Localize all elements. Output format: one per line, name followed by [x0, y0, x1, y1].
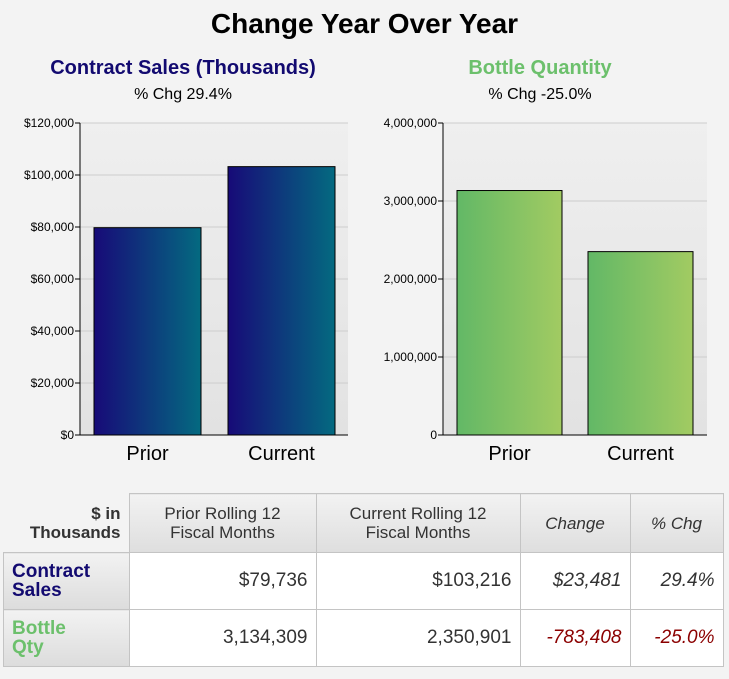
x-tick-label: Current: [607, 443, 674, 465]
bar-prior: [456, 190, 563, 436]
y-tick-label: 1,000,000: [384, 350, 438, 364]
pct-value: -25.0%: [629, 609, 724, 667]
y-tick-label: $20,000: [31, 376, 75, 390]
current-value: $103,216: [315, 552, 521, 610]
y-tick-label: $120,000: [24, 116, 74, 130]
pct-value: 29.4%: [629, 552, 724, 610]
corner-header: $ in Thousands: [3, 493, 130, 553]
x-tick-label: Prior: [126, 443, 169, 465]
table-row: Contract Sales $79,736 $103,216 $23,481 2…: [3, 552, 724, 610]
change-value: -783,408: [519, 609, 631, 667]
bar-prior: [93, 227, 202, 436]
y-tick-label: $80,000: [31, 220, 75, 234]
y-tick-label: 3,000,000: [384, 194, 438, 208]
bottle-chart-title: Bottle Quantity: [468, 57, 612, 79]
change-header: Change: [519, 493, 631, 553]
y-tick-label: 0: [430, 428, 437, 442]
bar-current: [227, 166, 336, 436]
y-tick-label: 2,000,000: [384, 272, 438, 286]
prior-value: $79,736: [128, 552, 317, 610]
row-label: Bottle Qty: [3, 609, 130, 667]
x-tick-label: Current: [248, 443, 315, 465]
page-title: Change Year Over Year: [210, 8, 519, 39]
y-tick-label: $60,000: [31, 272, 75, 286]
table-row: Bottle Qty 3,134,309 2,350,901 -783,408 -…: [3, 609, 724, 667]
x-tick-label: Prior: [488, 443, 531, 465]
row-label: Contract Sales: [3, 552, 130, 610]
y-tick-label: $0: [61, 428, 75, 442]
pct-header: % Chg: [629, 493, 724, 553]
change-value: $23,481: [519, 552, 631, 610]
sales-chart-subtitle: % Chg 29.4%: [134, 86, 232, 103]
summary-table: $ in Thousands Prior Rolling 12 Fiscal Mon…: [3, 493, 724, 667]
y-tick-label: $100,000: [24, 168, 74, 182]
bar-current: [587, 251, 694, 436]
prior-value: 3,134,309: [128, 609, 317, 667]
y-tick-label: 4,000,000: [384, 116, 438, 130]
y-tick-label: $40,000: [31, 324, 75, 338]
bottle-chart-subtitle: % Chg -25.0%: [488, 86, 592, 103]
current-value: 2,350,901: [315, 609, 521, 667]
charts: $0 $20,000 $40,000 $60,000 $80,000 $100,000 $1…: [24, 116, 707, 465]
sales-chart-title: Contract Sales (Thousands): [50, 57, 316, 79]
prior-header: Prior Rolling 12 Fiscal Months: [128, 493, 317, 553]
current-header: Current Rolling 12 Fiscal Months: [315, 493, 521, 553]
